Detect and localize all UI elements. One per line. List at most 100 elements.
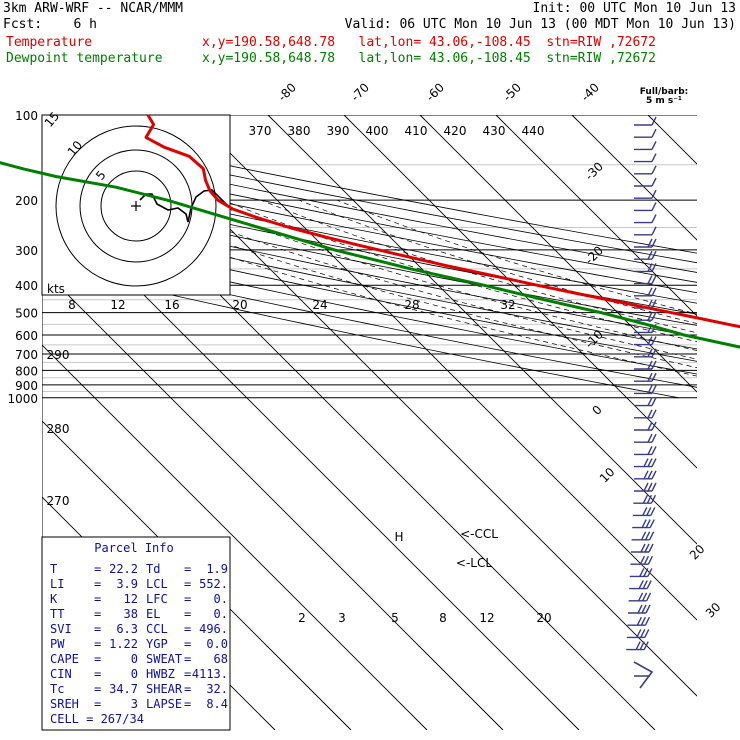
wind-barb-flag <box>639 555 646 565</box>
wind-barb-flag <box>647 555 654 565</box>
wind-barb-flag <box>643 555 650 565</box>
parcel-key-left: LI <box>50 577 64 591</box>
isotherm-tick-label: 10 <box>597 465 618 486</box>
isotherm-line <box>267 114 740 588</box>
wind-barb-flag <box>637 604 643 614</box>
parcel-eq-left: = <box>94 652 101 666</box>
wind-barb-flag <box>644 543 650 553</box>
wind-barb-flag <box>641 519 647 528</box>
isotherm-line <box>419 114 740 436</box>
header: 3km ARW-WRF -- NCAR/MMM Init: 00 UTC Mon… <box>0 0 740 70</box>
wind-barb-flag <box>647 470 653 480</box>
wind-barb-flag <box>651 214 657 223</box>
parcel-eq-right: = <box>184 667 191 681</box>
theta-tick-label: 420 <box>444 124 467 138</box>
dry-adiabat-line <box>0 163 740 312</box>
wind-barb-flag <box>651 250 657 260</box>
parcel-key-left: TT <box>50 607 64 621</box>
mixing-ratio-tick-label: 8 <box>439 611 447 625</box>
wind-barb-flag <box>636 629 642 638</box>
wind-barb-flag <box>642 580 648 589</box>
parcel-eq-left: = <box>94 607 101 621</box>
dry-adiabat-line <box>0 116 740 261</box>
wind-barb-flag <box>647 263 653 272</box>
left-mask <box>0 70 42 740</box>
theta-lower-tick-label: 270 <box>47 494 70 508</box>
isotherm-line <box>571 114 740 284</box>
parcel-eq-left: = <box>94 562 101 576</box>
lcl-marker-h: H <box>394 530 403 544</box>
wind-barb-flag <box>637 592 644 602</box>
parcel-eq-right: = <box>184 652 191 666</box>
dry-adiabat-line <box>0 153 740 301</box>
dry-adiabat-line <box>0 125 740 271</box>
pressure-tick-label: 800 <box>15 364 38 378</box>
parcel-eq-right: = <box>184 682 191 696</box>
model-title: 3km ARW-WRF -- NCAR/MMM <box>3 1 184 16</box>
pressure-tick-label: 900 <box>15 379 38 393</box>
wind-barb-flag <box>647 458 653 467</box>
parcel-eq-left: = <box>94 592 101 606</box>
barb-legend-line1: Full/barb: <box>640 87 689 97</box>
isotherm-tick-label: -10 <box>582 327 606 351</box>
dry-adiabat-line <box>0 242 740 396</box>
wind-barb-flag <box>645 592 652 602</box>
theta-lower-tick-label: 290 <box>47 348 70 362</box>
dry-adiabat-line <box>0 173 740 323</box>
hodograph-ring <box>55 125 217 287</box>
thetae-tick-label: 32 <box>500 298 515 312</box>
wind-barb-flag <box>651 275 657 284</box>
parcel-key-left: SREH <box>50 697 79 711</box>
pressure-tick-label: 500 <box>15 307 38 321</box>
parcel-key-left: Tc <box>50 682 64 696</box>
wind-barb-flag <box>651 299 657 309</box>
parcel-cell: CELL = 267/34 <box>50 712 144 726</box>
wind-barb-flag <box>647 482 653 492</box>
isotherm-tick-label: -30 <box>582 159 606 183</box>
theta-tick-label: 370 <box>249 124 272 138</box>
wind-barb-flag <box>641 592 648 602</box>
pressure-tick-label: 200 <box>15 194 38 208</box>
wind-barb-flag <box>651 372 657 382</box>
isotherm-line <box>0 302 428 731</box>
wind-barb-flag <box>651 165 657 175</box>
wind-barb-flag <box>651 458 657 467</box>
wind-barb-flag <box>651 348 657 358</box>
parcel-value-right: 496. <box>199 622 228 636</box>
pressure-tick-label: 400 <box>15 279 38 293</box>
thetae-tick-label: 8 <box>68 298 76 312</box>
parcel-key-left: PW <box>50 637 65 651</box>
parcel-key-right: SHEAR <box>146 682 183 696</box>
hodograph-center-icon <box>131 201 141 211</box>
wind-barb-flag <box>651 421 657 431</box>
wind-barb-flag <box>651 409 657 419</box>
wind-barb-flag <box>647 238 653 248</box>
parcel-key-left: CAPE <box>50 652 79 666</box>
parcel-key-right: EL <box>146 607 160 621</box>
isotherm-line <box>343 114 740 512</box>
wind-barb-flag <box>643 470 649 480</box>
wind-barb-flag <box>647 385 653 394</box>
parcel-eq-right: = <box>184 577 191 591</box>
wind-barb-flag <box>647 397 653 406</box>
parcel-key-right: LFC <box>146 592 168 606</box>
wind-barb-flag <box>647 275 653 284</box>
ccl-marker: <-CCL <box>460 527 498 541</box>
temperature-location: x,y=190.58,648.78 lat,lon= 43.06,-108.45… <box>202 35 656 50</box>
parcel-eq-left: = <box>94 682 101 696</box>
mixing-ratio-tick-label: 12 <box>479 611 494 625</box>
thetae-tick-label: 28 <box>404 298 419 312</box>
wind-barb-flag <box>636 616 643 626</box>
parcel-key-left: SVI <box>50 622 72 636</box>
wind-barb-flag <box>651 482 657 492</box>
wind-barb-flag <box>640 543 646 553</box>
parcel-value-left: 1.22 <box>109 637 138 651</box>
parcel-key-left: K <box>50 592 58 606</box>
parcel-value-right: 0. <box>214 592 228 606</box>
wind-barb-flag <box>647 568 653 577</box>
wind-barb-flag <box>642 507 648 516</box>
wind-barb-flag <box>651 202 657 211</box>
wind-barb-flag <box>638 580 644 589</box>
wind-barb-flag <box>651 263 657 272</box>
